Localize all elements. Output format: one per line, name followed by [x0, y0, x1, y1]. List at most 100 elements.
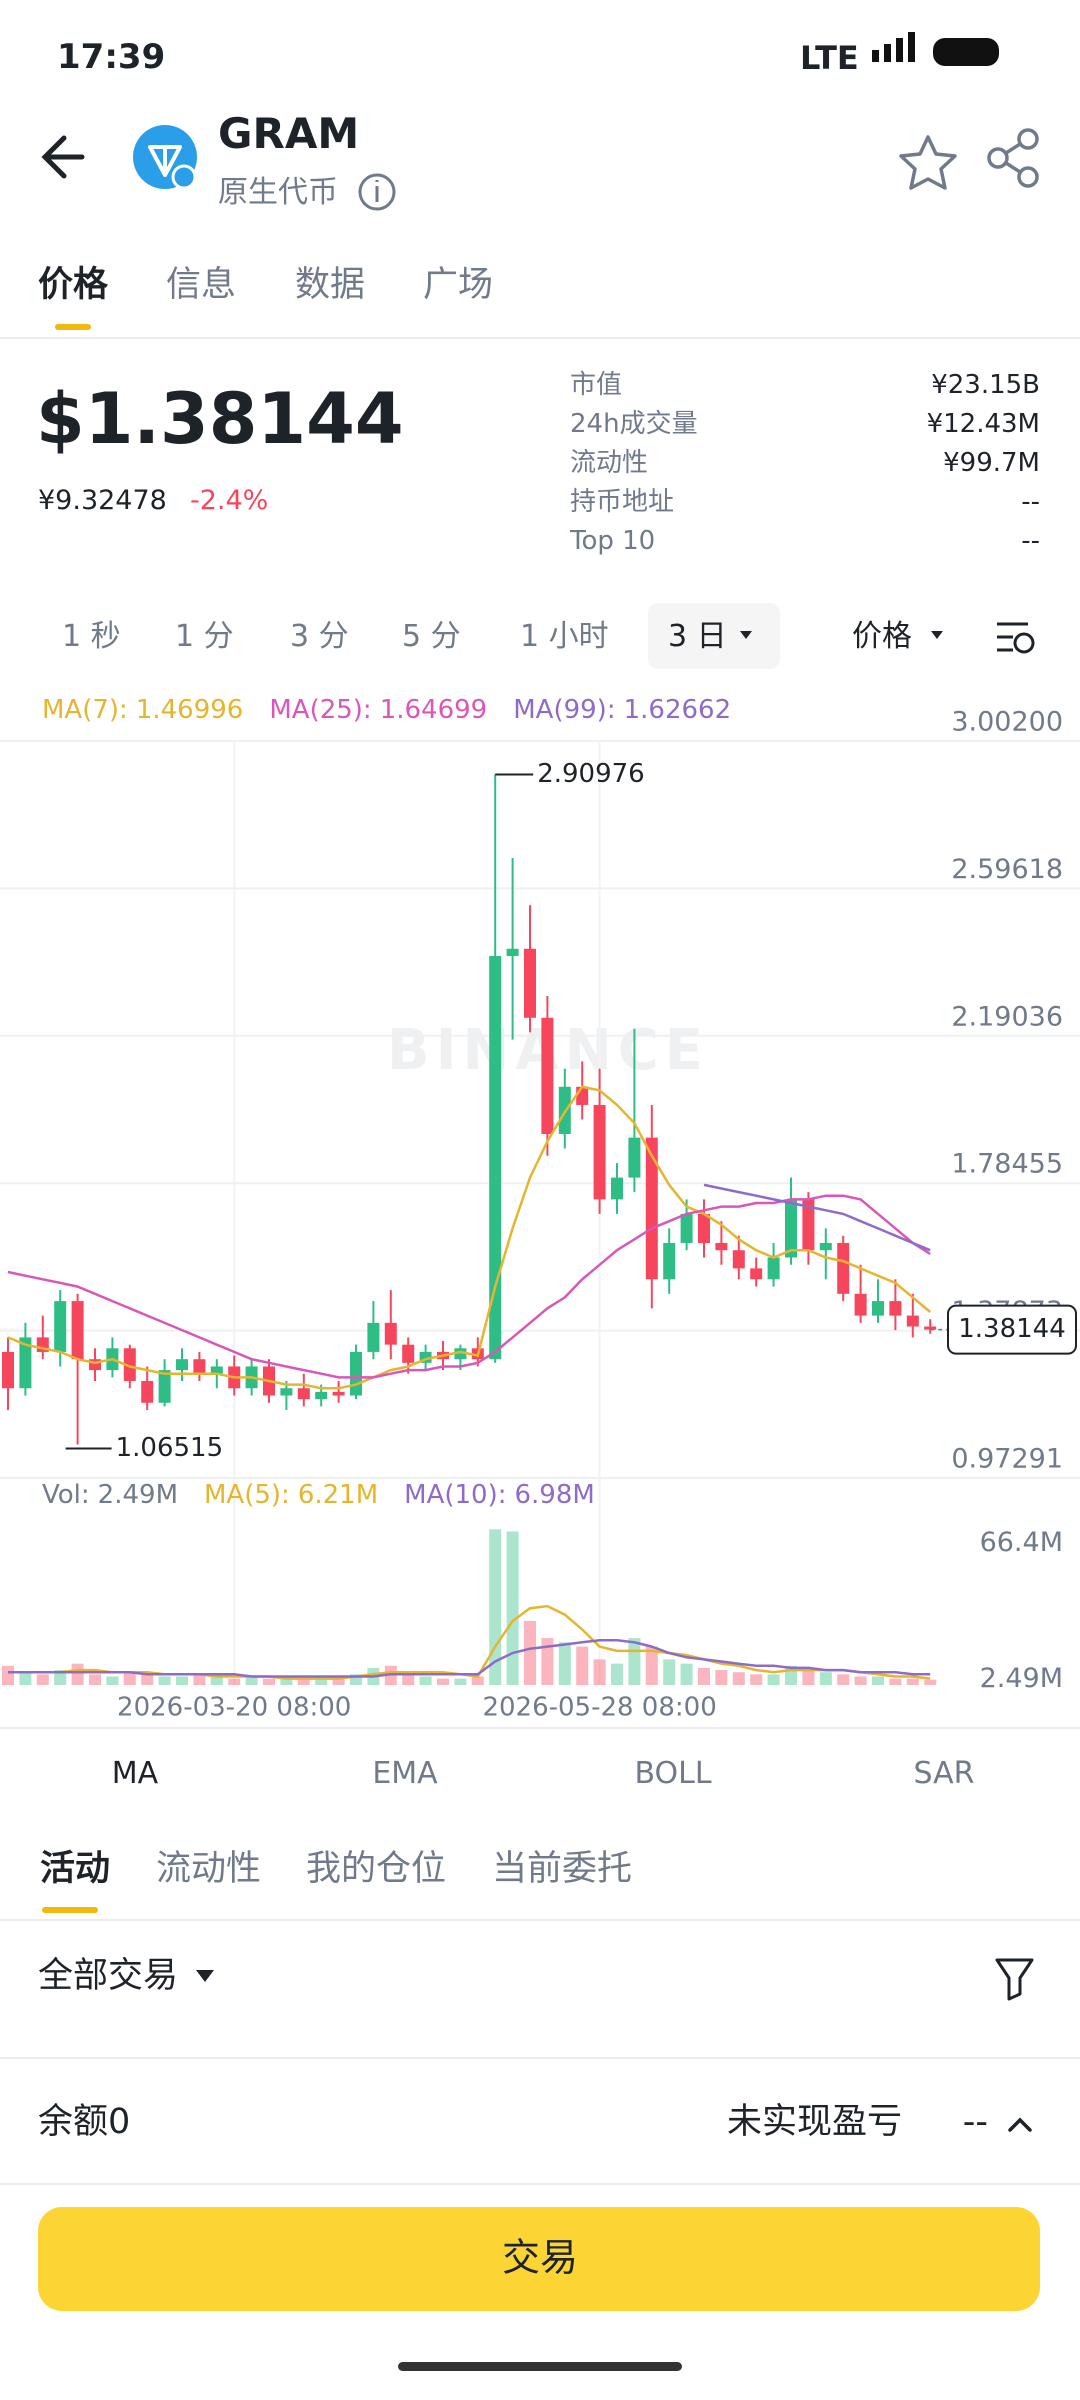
timeframe[interactable]: 3 分 [290, 619, 349, 654]
candle-body [367, 1322, 380, 1352]
y-tick-label: 2.59618 [951, 854, 1063, 885]
candle-body [506, 948, 519, 957]
volume-tick-label: 2.49M [980, 1663, 1063, 1694]
share-button[interactable] [987, 128, 1039, 188]
low-label: 1.06515 [116, 1433, 224, 1463]
ma-legend-item: MA(7): 1.46996 [42, 695, 243, 725]
timeframe[interactable]: 1 小时 [520, 619, 609, 654]
tab[interactable]: 价格 [38, 265, 109, 305]
ma-line [7, 1194, 931, 1379]
tab[interactable]: 数据 [295, 265, 366, 305]
volume-bar [802, 1667, 815, 1685]
candle-body [71, 1301, 84, 1360]
dropdown-caret [740, 631, 752, 639]
volume-bar [297, 1676, 310, 1685]
volume-bar [541, 1638, 554, 1685]
status-time: 17:39 [57, 37, 166, 77]
volume-bar [593, 1659, 606, 1685]
activity-tab[interactable]: 我的仓位 [306, 1849, 447, 1889]
back-button[interactable] [41, 135, 85, 179]
candle-body [889, 1301, 902, 1316]
expand-button[interactable] [1008, 2117, 1032, 2132]
activity-tab[interactable]: 活动 [40, 1849, 111, 1889]
volume-bar [767, 1674, 780, 1685]
x-tick-label: 2026-03-20 08:00 [117, 1693, 351, 1723]
token-icon [133, 125, 197, 190]
candle-body [611, 1177, 623, 1200]
candle-body [489, 956, 502, 1360]
candle-body [454, 1348, 467, 1360]
activity-tab[interactable]: 流动性 [156, 1849, 262, 1889]
volume-bar [123, 1672, 136, 1685]
volume-bar [872, 1676, 884, 1685]
volume-bar [176, 1676, 188, 1685]
ma-line [703, 1183, 931, 1252]
candle-body [785, 1199, 797, 1258]
candle-body [802, 1199, 815, 1251]
candle-body [158, 1370, 171, 1403]
stat-label: 24h成交量 [570, 409, 698, 439]
chart-settings[interactable] [997, 622, 1035, 654]
trade-button[interactable] [38, 2207, 1040, 2311]
home-indicator [398, 2362, 682, 2371]
candle-body [332, 1391, 345, 1396]
filter-dropdown[interactable]: 全部交易 [38, 1956, 179, 1996]
candle-body [732, 1250, 745, 1269]
candle-body [767, 1257, 780, 1280]
volume-bar [750, 1674, 763, 1685]
indicator-tab[interactable]: BOLL [634, 1756, 712, 1791]
volume-tick-label: 66.4M [980, 1527, 1063, 1558]
tab[interactable]: 广场 [423, 265, 494, 305]
volume-ma-legend-item: MA(10): 6.98M [404, 1480, 595, 1510]
timeframe-selected[interactable]: 3 日 [668, 619, 727, 654]
indicator-tab[interactable]: SAR [913, 1756, 975, 1791]
volume-legend-name: Vol: [42, 1480, 90, 1510]
volume-legend: Vol: 2.49M MA(5): 6.21M MA(10): 6.98M [42, 1480, 595, 1510]
balance: 余额0 [38, 2102, 131, 2142]
candle-body [593, 1104, 606, 1200]
timeframe[interactable]: 5 分 [402, 619, 461, 654]
candle-body [419, 1351, 432, 1363]
volume-bar [680, 1663, 693, 1685]
ma-legend-value: 1.64699 [379, 695, 488, 725]
candle-body [837, 1242, 850, 1294]
status-network: LTE [800, 39, 859, 77]
volume-bar [332, 1678, 345, 1685]
price-mode[interactable]: 价格 [852, 619, 912, 654]
stat-label: 流动性 [570, 448, 649, 478]
volume-bar [611, 1663, 623, 1685]
token-name: GRAM [218, 109, 360, 158]
candle-body [698, 1213, 710, 1243]
tab[interactable]: 信息 [166, 265, 237, 305]
filter-button[interactable] [995, 1958, 1034, 2001]
stat-label: 持币地址 [570, 487, 675, 517]
indicator-tab[interactable]: EMA [372, 1756, 438, 1791]
favorite-button[interactable] [899, 135, 957, 190]
stat-value: ¥12.43M [926, 409, 1040, 439]
trade-button-label[interactable]: 交易 [502, 2236, 578, 2280]
candle-body [176, 1359, 188, 1371]
info-icon[interactable] [358, 173, 396, 211]
volume-bar [558, 1642, 571, 1685]
volume-bar [854, 1676, 867, 1685]
selected-timeframe [648, 603, 780, 669]
timeframe[interactable]: 1 分 [175, 619, 234, 654]
volume-bar [402, 1674, 415, 1685]
volume-bar [350, 1674, 362, 1685]
candle-body [280, 1388, 293, 1396]
timeframe[interactable]: 1 秒 [62, 619, 121, 654]
volume-ma-legend-value: 6.21M [297, 1480, 379, 1510]
indicator-tab[interactable]: MA [111, 1756, 159, 1791]
volume-bar [506, 1531, 519, 1685]
volume-bar [419, 1676, 432, 1685]
y-tick-label: 3.00200 [951, 707, 1063, 738]
ma-legend-name: MA(25): [269, 695, 372, 725]
pnl-label: 未实现盈亏 [726, 2102, 902, 2142]
candle-body [872, 1301, 884, 1316]
ma-legend-name: MA(7): [42, 695, 128, 725]
volume-bar [819, 1672, 832, 1685]
volume-bar [228, 1678, 241, 1685]
volume-bar [315, 1678, 328, 1685]
activity-tab[interactable]: 当前委托 [492, 1849, 633, 1889]
tab-indicator [42, 1907, 98, 1913]
